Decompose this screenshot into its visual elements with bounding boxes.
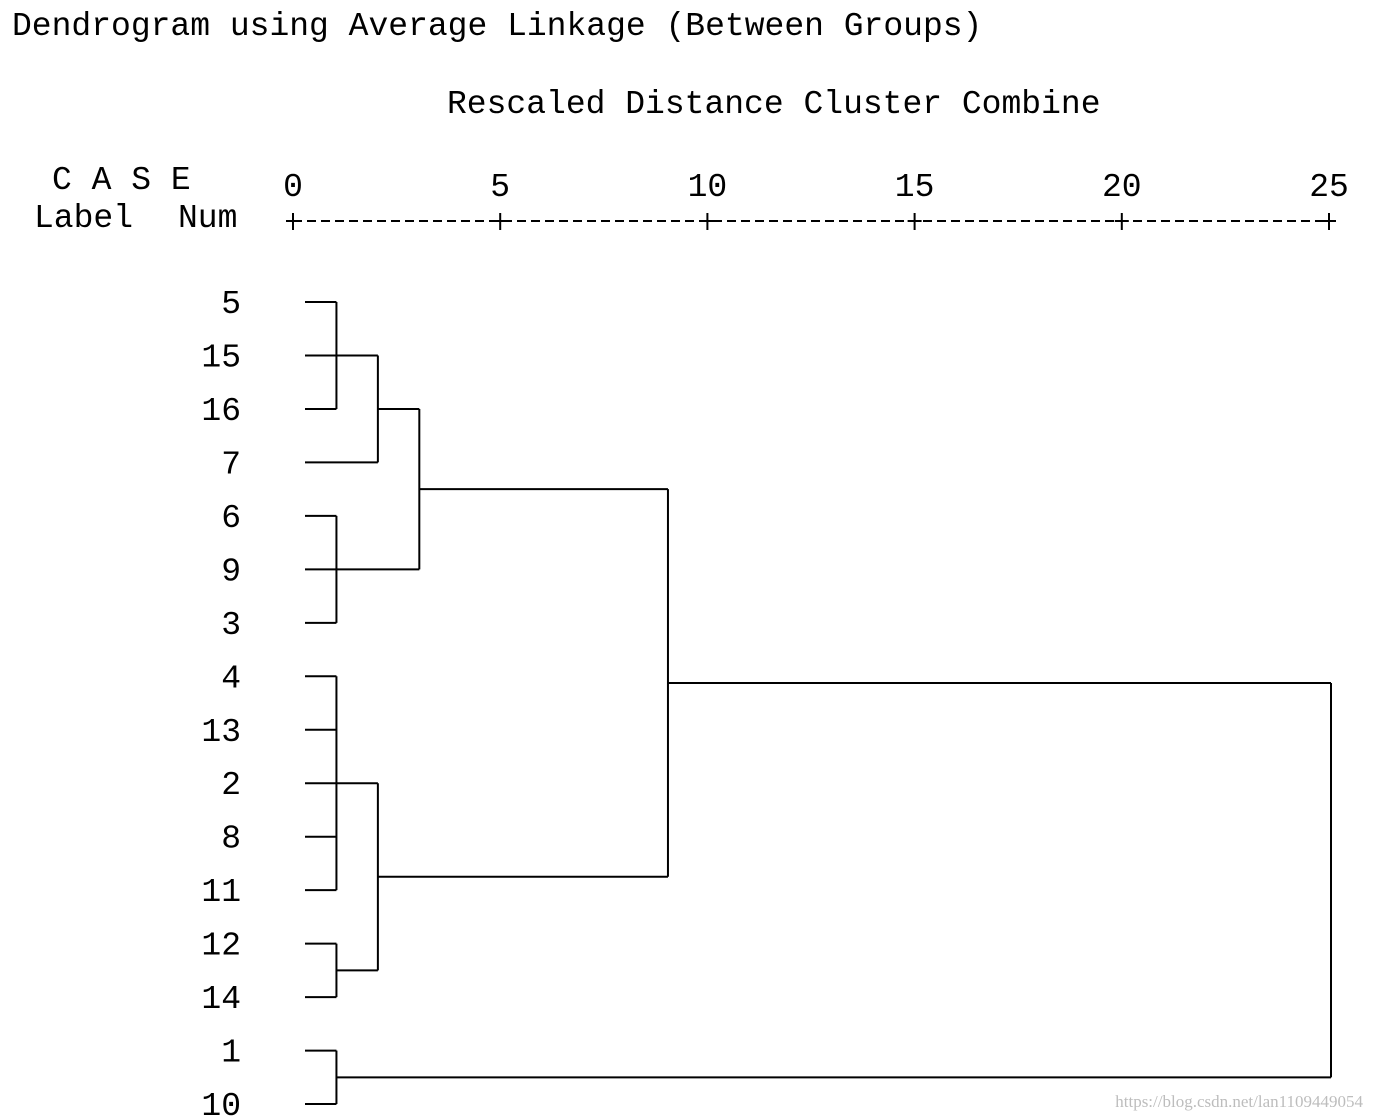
label-header: Label	[34, 200, 134, 237]
axis-tick-label: 5	[490, 169, 510, 206]
dendrogram-links	[305, 301, 1332, 1106]
axis-title: Rescaled Distance Cluster Combine	[447, 86, 1101, 123]
chart-title: Dendrogram using Average Linkage (Betwee…	[12, 8, 983, 45]
leaf-label: 14	[201, 981, 241, 1018]
leaf-label: 6	[221, 500, 241, 537]
leaf-label: 2	[221, 767, 241, 804]
leaf-label: 12	[201, 928, 241, 965]
leaf-label: 5	[221, 286, 241, 323]
leaf-label: 11	[201, 874, 241, 911]
leaf-label: 15	[201, 339, 241, 376]
leaf-label: 1	[221, 1035, 241, 1072]
leaf-label: 7	[221, 446, 241, 483]
leaf-label: 9	[221, 553, 241, 590]
leaf-label: 16	[201, 393, 241, 430]
num-header: Num	[178, 200, 238, 237]
axis-tick-label: 20	[1102, 169, 1142, 206]
leaf-label: 10	[201, 1088, 241, 1120]
leaf-labels: 5 15 16 7 6 9 3 4 13 2 8 11 12 14 1 10	[201, 286, 241, 1120]
axis-tick-label: 15	[895, 169, 935, 206]
leaf-label: 4	[221, 660, 241, 697]
axis-tick-label: 10	[688, 169, 728, 206]
distance-axis: 0 5 10 15 20 25	[283, 169, 1349, 230]
leaf-label: 3	[221, 607, 241, 644]
watermark: https://blog.csdn.net/lan1109449054	[1115, 1092, 1363, 1111]
case-header: C A S E	[52, 162, 191, 199]
leaf-label: 13	[201, 714, 241, 751]
leaf-label: 8	[221, 821, 241, 858]
axis-tick-label: 0	[283, 169, 303, 206]
axis-tick-label: 25	[1309, 169, 1349, 206]
